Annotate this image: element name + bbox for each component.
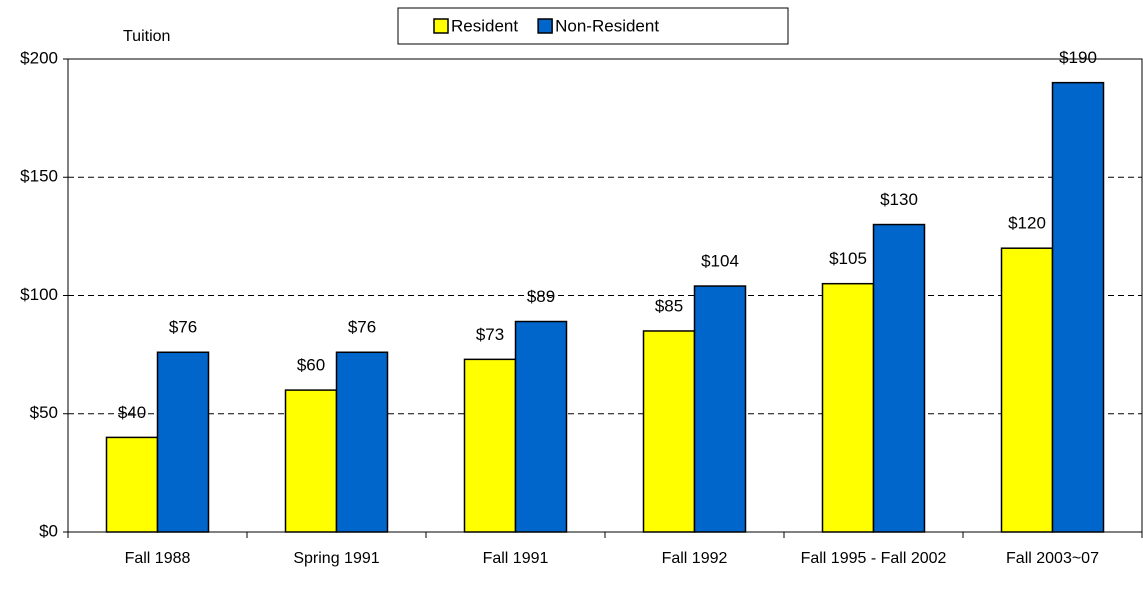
data-label: $105: [829, 249, 867, 268]
y-tick-label: $50: [30, 403, 58, 422]
legend-swatch: [537, 18, 553, 34]
data-label: $89: [527, 287, 555, 306]
data-label: $85: [655, 296, 683, 315]
legend-box: [397, 7, 789, 45]
data-label: $76: [169, 318, 197, 337]
y-tick-label: $100: [20, 285, 58, 304]
bar: [514, 320, 568, 533]
x-tick-label: Fall 1992: [661, 550, 728, 567]
legend-swatch: [433, 18, 449, 34]
legend-label: Non-Resident: [555, 16, 659, 35]
bar: [105, 436, 159, 533]
bar: [463, 358, 517, 533]
x-tick-label: Spring 1991: [293, 550, 380, 567]
x-tick-label: Fall 1991: [482, 550, 549, 567]
x-tick-label: Fall 1988: [124, 550, 191, 567]
x-tick-label: Fall 1995 - Fall 2002: [800, 550, 947, 567]
data-label: $73: [476, 325, 504, 344]
data-label: $76: [348, 318, 376, 337]
bar: [872, 223, 926, 533]
bar: [821, 282, 875, 533]
x-tick-label: Fall 2003~07: [1006, 550, 1099, 567]
y-tick-label: $200: [20, 48, 58, 67]
data-label: $190: [1059, 48, 1097, 67]
bar: [1051, 81, 1105, 533]
bar: [335, 351, 389, 533]
data-label: $40: [118, 403, 146, 422]
bar: [156, 351, 210, 533]
y-tick-label: $0: [39, 521, 58, 540]
y-tick-label: $150: [20, 167, 58, 186]
data-label: $120: [1008, 214, 1046, 233]
data-label: $104: [701, 252, 739, 271]
bar: [1000, 247, 1054, 533]
bar: [642, 330, 696, 533]
data-label: $60: [297, 356, 325, 375]
legend-label: Resident: [451, 16, 518, 35]
y-axis-label: Tuition: [123, 28, 170, 45]
bar: [284, 389, 338, 533]
bar: [693, 285, 747, 533]
data-label: $130: [880, 190, 918, 209]
